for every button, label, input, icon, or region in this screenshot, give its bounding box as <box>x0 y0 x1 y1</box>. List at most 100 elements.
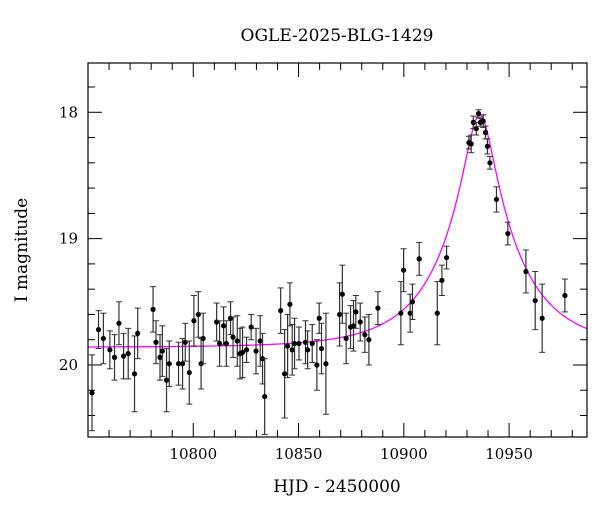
point-marker <box>107 347 113 353</box>
point-marker <box>257 338 263 344</box>
data-point <box>179 337 186 390</box>
data-point <box>365 313 372 366</box>
point-marker <box>357 319 363 325</box>
data-points <box>89 109 568 435</box>
data-point <box>95 310 102 350</box>
x-axis-label: HJD - 2450000 <box>273 477 401 497</box>
data-point <box>186 340 193 405</box>
data-point <box>304 330 311 370</box>
point-marker <box>100 335 106 342</box>
data-point <box>159 325 166 377</box>
point-marker <box>353 309 359 315</box>
axis-ticks <box>87 63 587 437</box>
data-point <box>153 320 160 365</box>
data-point <box>309 324 316 363</box>
x-tick-label: 10950 <box>485 445 533 463</box>
data-point <box>286 282 293 327</box>
point-marker <box>362 332 368 338</box>
y-tick-labels: 18 19 20 <box>59 103 78 374</box>
data-point <box>504 221 511 246</box>
data-point <box>484 138 491 155</box>
point-marker <box>287 301 293 307</box>
point-marker <box>120 353 127 359</box>
point-marker <box>434 310 440 316</box>
point-marker <box>195 311 201 318</box>
data-point <box>316 302 323 334</box>
point-marker <box>230 334 236 340</box>
point-marker <box>339 291 345 297</box>
data-point <box>357 302 364 342</box>
data-point <box>195 291 202 338</box>
point-marker <box>89 390 95 396</box>
point-marker <box>182 339 188 345</box>
point-marker <box>480 118 486 124</box>
point-marker <box>482 129 489 136</box>
point-marker <box>305 347 311 353</box>
point-marker <box>153 339 159 345</box>
point-marker <box>468 141 474 147</box>
point-marker <box>220 323 227 329</box>
model-curve-group <box>88 114 587 348</box>
point-marker <box>166 361 172 367</box>
point-marker <box>163 377 170 383</box>
data-point <box>261 358 268 435</box>
point-marker <box>291 340 298 347</box>
data-point <box>248 313 255 341</box>
point-marker <box>262 393 268 400</box>
data-point <box>361 316 368 353</box>
data-point <box>374 291 381 326</box>
point-marker <box>285 343 291 349</box>
data-point <box>313 339 320 391</box>
x-tick-label: 10800 <box>169 445 217 463</box>
point-marker <box>296 340 302 347</box>
point-marker <box>111 354 118 360</box>
point-marker <box>343 335 349 342</box>
data-point <box>339 264 346 324</box>
point-marker <box>337 311 343 318</box>
data-point <box>493 186 500 213</box>
point-marker <box>214 319 220 325</box>
data-point <box>277 287 284 334</box>
data-point <box>438 264 445 296</box>
point-marker <box>191 318 197 324</box>
data-point <box>434 281 441 346</box>
data-point <box>134 307 141 360</box>
data-point <box>234 315 241 367</box>
point-marker <box>116 320 122 326</box>
data-point <box>131 335 138 413</box>
point-marker <box>473 126 479 132</box>
data-point <box>407 293 414 333</box>
data-point <box>239 326 246 379</box>
point-marker <box>234 338 240 344</box>
point-marker <box>316 315 322 321</box>
point-marker <box>302 339 309 345</box>
point-marker <box>532 297 538 304</box>
x-tick-label: 10850 <box>275 445 323 463</box>
point-marker <box>443 254 450 261</box>
data-point <box>443 245 450 270</box>
point-marker <box>318 345 325 352</box>
point-marker <box>439 277 445 283</box>
point-marker <box>125 351 131 357</box>
data-point <box>166 340 173 387</box>
data-point <box>200 312 207 365</box>
data-point <box>182 322 189 362</box>
y-tick-label: 18 <box>59 103 78 121</box>
point-marker <box>487 160 493 166</box>
point-marker <box>131 371 138 377</box>
point-marker <box>159 348 165 354</box>
point-marker <box>216 340 223 347</box>
data-point <box>253 327 260 375</box>
point-marker <box>505 230 511 237</box>
model-curve <box>88 114 587 348</box>
point-marker <box>175 361 182 367</box>
data-point <box>352 294 359 329</box>
point-marker <box>157 354 163 360</box>
y-axis-label: I magnitude <box>12 198 32 302</box>
data-point <box>125 327 132 380</box>
point-marker <box>416 256 422 262</box>
point-marker <box>562 292 568 299</box>
point-marker <box>95 327 102 333</box>
point-marker <box>523 268 529 275</box>
data-point <box>295 326 302 361</box>
